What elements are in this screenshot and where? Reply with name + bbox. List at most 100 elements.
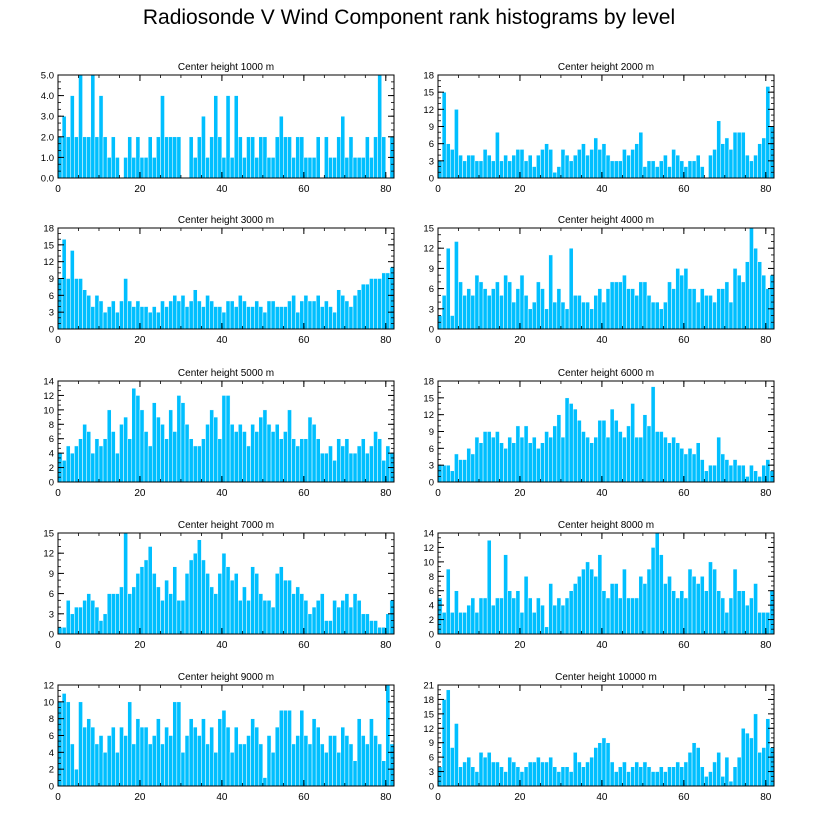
histogram-bar bbox=[708, 561, 713, 635]
plot-frame bbox=[57, 380, 395, 483]
histogram-bar bbox=[486, 431, 492, 483]
x-tick-label: 80 bbox=[760, 184, 772, 195]
y-tick-label: 2.0 bbox=[41, 132, 54, 143]
histogram-panel-10: Center height 10000 m 0 3 6 9 12 15 18 21 0 20 40 60… bbox=[423, 672, 775, 803]
histogram-bar bbox=[589, 756, 594, 787]
histogram-bar bbox=[324, 300, 329, 330]
histogram-bar bbox=[458, 766, 463, 787]
histogram-bar bbox=[503, 771, 508, 787]
histogram-bar bbox=[258, 416, 264, 483]
histogram-bar bbox=[139, 566, 145, 635]
y-tick-label: 8 bbox=[49, 714, 54, 725]
histogram-bar bbox=[168, 409, 173, 483]
x-tick-label: 40 bbox=[596, 184, 608, 195]
histogram-bar bbox=[716, 120, 721, 179]
histogram-bar bbox=[377, 743, 382, 787]
histogram-bar bbox=[486, 295, 492, 330]
histogram-bar bbox=[474, 612, 480, 635]
x-tick-label: 40 bbox=[216, 184, 228, 195]
x-tick-label: 20 bbox=[134, 488, 146, 499]
histogram-bar bbox=[716, 590, 721, 635]
histogram-bar bbox=[568, 771, 574, 787]
histogram-bar bbox=[352, 157, 358, 179]
y-tick-label: 12 bbox=[423, 410, 434, 421]
histogram-bar bbox=[613, 583, 619, 635]
plot-frame bbox=[437, 532, 775, 635]
histogram-bar bbox=[519, 149, 525, 179]
histogram-bar bbox=[246, 136, 251, 179]
histogram-bar bbox=[597, 149, 603, 179]
histogram-bar bbox=[246, 445, 251, 483]
histogram-bar bbox=[577, 576, 582, 635]
histogram-bar bbox=[761, 612, 767, 635]
histogram-bar bbox=[499, 766, 504, 787]
histogram-bar bbox=[589, 568, 594, 635]
y-tick-label: 10 bbox=[423, 557, 434, 568]
histogram-bar bbox=[225, 395, 231, 483]
histogram-bar bbox=[151, 735, 157, 787]
histogram-bar bbox=[176, 136, 182, 179]
histogram-bar bbox=[246, 600, 251, 635]
histogram-bar bbox=[360, 157, 366, 179]
histogram-bar bbox=[613, 420, 619, 483]
histogram-bar bbox=[61, 627, 67, 635]
y-tick-label: 3 bbox=[429, 304, 434, 315]
histogram-bar bbox=[753, 583, 758, 635]
histogram-bar bbox=[270, 157, 276, 179]
histogram-bar bbox=[315, 136, 321, 179]
histogram-bar bbox=[279, 115, 284, 179]
histogram-bar bbox=[319, 593, 325, 635]
histogram-bar bbox=[164, 726, 169, 787]
x-tick-label: 80 bbox=[760, 792, 772, 803]
histogram-bar bbox=[761, 274, 767, 330]
histogram-bar bbox=[340, 445, 346, 483]
histogram-bar bbox=[466, 154, 472, 179]
histogram-bar bbox=[585, 761, 590, 787]
histogram-bar bbox=[102, 613, 108, 635]
histogram-bar bbox=[340, 115, 346, 179]
histogram-bar bbox=[254, 431, 260, 483]
histogram-bar bbox=[168, 593, 173, 635]
histogram-bar bbox=[242, 157, 247, 179]
plot-frame bbox=[437, 227, 775, 330]
histogram-bar bbox=[356, 445, 362, 483]
histogram-bar bbox=[151, 402, 157, 483]
histogram-bar bbox=[659, 431, 664, 483]
histogram-bar bbox=[348, 306, 354, 330]
histogram-bar bbox=[365, 136, 370, 179]
histogram-bar bbox=[303, 295, 309, 330]
histogram-bar bbox=[749, 227, 754, 330]
histogram-bar bbox=[740, 464, 746, 483]
x-tick-label: 0 bbox=[55, 640, 61, 651]
histogram-bar bbox=[151, 573, 157, 635]
plot-frame bbox=[437, 684, 775, 787]
histogram-bar bbox=[552, 301, 558, 330]
histogram-bar bbox=[609, 281, 615, 330]
histogram-bar bbox=[765, 459, 771, 483]
histogram-bar bbox=[188, 718, 194, 787]
histogram-bar bbox=[332, 735, 337, 787]
x-tick-label: 60 bbox=[298, 792, 310, 803]
histogram-bar bbox=[307, 157, 313, 179]
histogram-bar bbox=[511, 597, 517, 635]
histogram-bar bbox=[454, 109, 459, 179]
x-tick-label: 60 bbox=[678, 488, 690, 499]
histogram-bar bbox=[344, 300, 350, 330]
y-tick-label: 2 bbox=[49, 463, 54, 474]
histogram-bar bbox=[527, 308, 533, 330]
histogram-bar bbox=[319, 743, 325, 787]
histogram-bar bbox=[609, 761, 615, 787]
histogram-bar bbox=[209, 726, 214, 787]
histogram-bar bbox=[626, 425, 631, 483]
histogram-bar bbox=[147, 136, 153, 179]
histogram-bar bbox=[761, 464, 767, 483]
histogram-bar bbox=[70, 95, 75, 179]
y-tick-label: 6 bbox=[49, 589, 54, 600]
histogram-bar bbox=[262, 136, 268, 179]
y-tick-label: 0 bbox=[49, 630, 54, 641]
histogram-bar bbox=[156, 586, 161, 635]
histogram-bar bbox=[691, 453, 697, 483]
histogram-bar bbox=[519, 612, 525, 635]
histogram-bar bbox=[593, 576, 599, 635]
histogram-bar bbox=[328, 620, 333, 635]
